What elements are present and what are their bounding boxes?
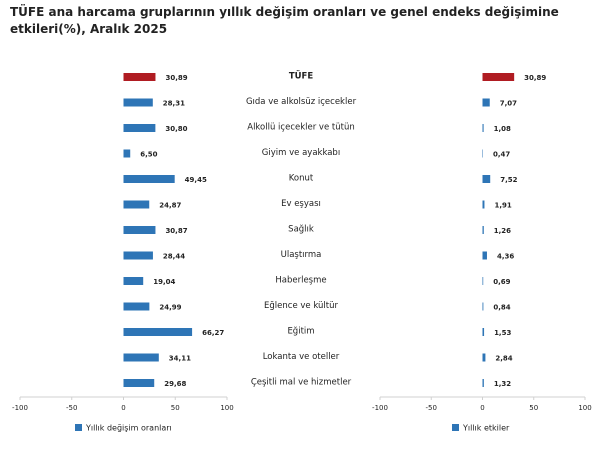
bar — [123, 328, 193, 336]
x-tick-label: 0 — [121, 404, 125, 412]
category-label: Eğitim — [287, 327, 314, 337]
value-label: 24,99 — [159, 304, 181, 312]
category-label: TÜFE — [289, 71, 314, 82]
bar — [123, 302, 150, 311]
category-label: Ulaştırma — [281, 250, 322, 260]
value-label: 28,44 — [163, 253, 185, 261]
value-label: 0,47 — [493, 151, 510, 159]
value-label: 49,45 — [185, 176, 207, 184]
value-label: 6,50 — [140, 151, 157, 159]
bar — [482, 353, 486, 362]
value-label: 28,31 — [163, 100, 185, 108]
bar — [123, 98, 153, 107]
x-tick-label: 50 — [529, 404, 538, 412]
category-label: Çeşitli mal ve hizmetler — [251, 378, 352, 388]
bar — [123, 277, 144, 285]
value-label: 1,26 — [494, 227, 511, 235]
value-label: 19,04 — [153, 278, 175, 286]
bar — [123, 251, 153, 260]
value-label: 66,27 — [202, 329, 224, 337]
value-label: 30,87 — [165, 227, 187, 235]
x-tick-label: -100 — [12, 404, 28, 412]
x-tick-label: 0 — [480, 404, 484, 412]
bar — [482, 124, 484, 132]
category-label: Eğlence ve kültür — [264, 301, 338, 311]
category-label: Ev eşyası — [281, 199, 321, 209]
value-label: 1,91 — [494, 202, 511, 210]
bar — [482, 277, 484, 285]
value-label: 7,52 — [500, 176, 517, 184]
value-label: 30,80 — [165, 125, 187, 133]
bar — [123, 73, 156, 81]
x-tick-label: -50 — [66, 404, 77, 412]
bar — [123, 149, 131, 158]
bar — [482, 379, 484, 387]
bar — [123, 353, 159, 362]
legend-label: Yıllık değişim oranları — [85, 424, 172, 433]
bar — [482, 251, 487, 260]
value-label: 0,84 — [493, 304, 510, 312]
category-label: Haberleşme — [275, 276, 326, 286]
value-label: 4,36 — [497, 253, 514, 261]
x-tick-label: 100 — [578, 404, 591, 412]
category-label: Alkollü içecekler ve tütün — [247, 123, 354, 133]
legend-swatch — [452, 424, 459, 431]
value-label: 30,89 — [524, 74, 546, 82]
value-label: 30,89 — [165, 74, 187, 82]
value-label: 2,84 — [495, 355, 512, 363]
bar — [123, 200, 150, 209]
category-label: Gıda ve alkolsüz içecekler — [246, 97, 357, 107]
bar — [123, 175, 175, 183]
x-tick-label: -100 — [372, 404, 388, 412]
x-tick-label: -50 — [426, 404, 437, 412]
bar — [123, 124, 156, 132]
bar — [482, 226, 484, 234]
legend-swatch — [75, 424, 82, 431]
category-label: Lokanta ve oteller — [263, 352, 340, 362]
value-label: 1,53 — [494, 329, 511, 337]
bar — [123, 226, 156, 234]
bar — [482, 328, 485, 336]
value-label: 29,68 — [164, 380, 186, 388]
bar — [482, 175, 491, 183]
x-tick-label: 100 — [220, 404, 233, 412]
value-label: 7,07 — [500, 100, 517, 108]
x-tick-label: 50 — [171, 404, 180, 412]
legend-label: Yıllık etkiler — [462, 424, 510, 433]
bar — [482, 302, 484, 311]
value-label: 1,08 — [494, 125, 511, 133]
value-label: 1,32 — [494, 380, 511, 388]
bar — [482, 200, 485, 209]
value-label: 0,69 — [493, 278, 510, 286]
category-label: Sağlık — [288, 225, 314, 235]
category-label: Konut — [289, 174, 314, 184]
bar — [123, 379, 155, 387]
bar — [482, 98, 490, 107]
value-label: 34,11 — [169, 355, 191, 363]
chart-title: TÜFE ana harcama gruplarının yıllık deği… — [10, 5, 559, 36]
value-label: 24,87 — [159, 202, 181, 210]
category-label: Giyim ve ayakkabı — [262, 148, 340, 158]
bar — [482, 73, 515, 81]
